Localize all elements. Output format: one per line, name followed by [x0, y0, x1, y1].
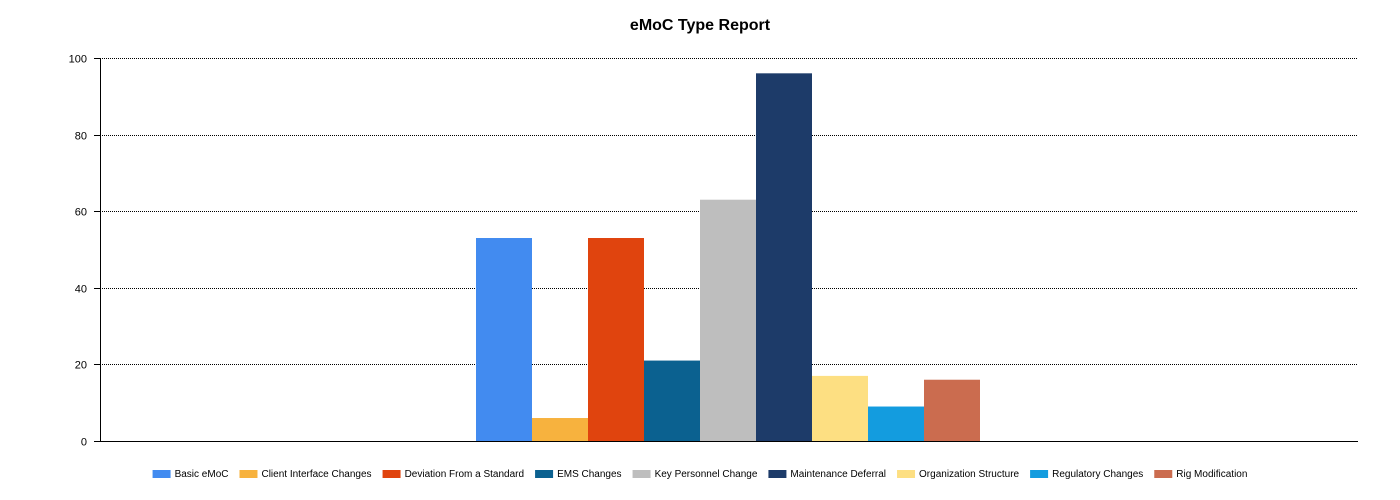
bar-ems-changes: [644, 360, 700, 441]
legend-swatch: [768, 470, 787, 478]
legend-swatch: [897, 470, 916, 478]
y-tick-label: 80: [75, 131, 87, 143]
bar-maintenance-deferral: [756, 73, 812, 441]
y-tick-label: 20: [75, 360, 87, 372]
y-tick-label: 0: [81, 437, 87, 449]
legend-swatch: [535, 470, 554, 478]
legend: Basic eMoC Client Interface Changes Deviat…: [152, 469, 1247, 480]
bar-client-interface-changes: [532, 418, 588, 441]
legend-label: Client Interface Changes: [261, 469, 371, 480]
legend-label: Organization Structure: [919, 469, 1019, 480]
legend-label: Regulatory Changes: [1052, 469, 1143, 480]
chart-title: eMoC Type Report: [630, 17, 771, 34]
legend-swatch: [239, 470, 258, 478]
legend-label: Maintenance Deferral: [790, 469, 886, 480]
legend-swatch: [152, 470, 171, 478]
legend-label: Rig Modification: [1176, 469, 1247, 480]
legend-label: Basic eMoC: [175, 469, 229, 480]
y-axis: 0 20 40 60 80 100: [69, 54, 101, 449]
y-tick-label: 60: [75, 207, 87, 219]
legend-swatch: [1154, 470, 1173, 478]
bar-rig-modification: [924, 379, 980, 441]
legend-swatch: [632, 470, 651, 478]
legend-label: Key Personnel Change: [655, 469, 758, 480]
y-tick-label: 40: [75, 284, 87, 296]
bar-deviation-from-a-standard: [588, 238, 644, 441]
legend-swatch: [1030, 470, 1049, 478]
bar-regulatory-changes: [868, 406, 924, 441]
legend-label: EMS Changes: [557, 469, 621, 480]
legend-swatch: [382, 470, 401, 478]
bar-key-personnel-change: [700, 199, 756, 441]
bars: [476, 73, 980, 441]
y-tick-label: 100: [69, 54, 87, 66]
bar-basic-emoc: [476, 238, 532, 441]
legend-label: Deviation From a Standard: [405, 469, 525, 480]
bar-organization-structure: [812, 375, 868, 441]
